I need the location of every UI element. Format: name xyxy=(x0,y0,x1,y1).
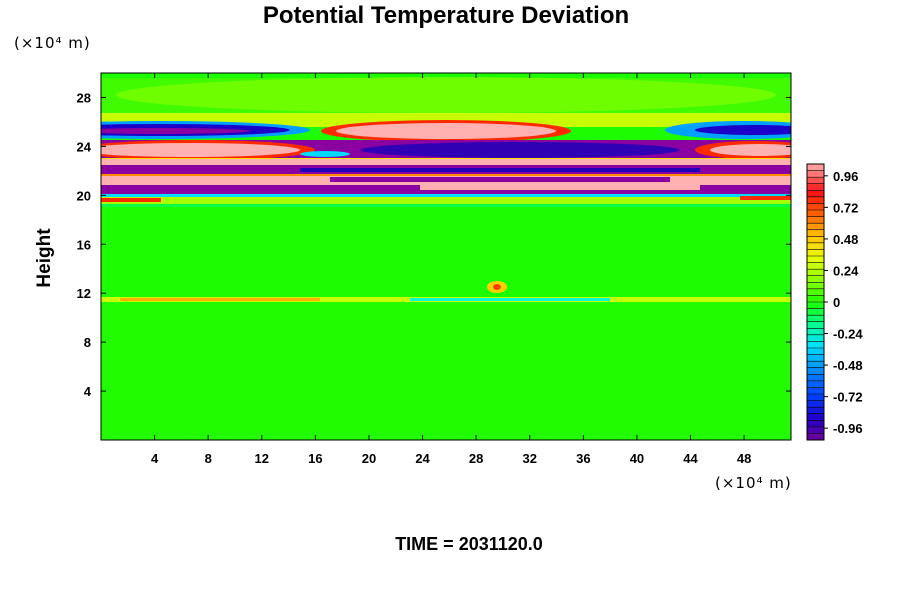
heatmap-field xyxy=(101,73,791,440)
colorbar-tick-label: -0.48 xyxy=(833,358,863,373)
colorbar-swatch xyxy=(807,380,824,388)
y-axis-ticks: 4 8 12 16 20 24 28 xyxy=(77,90,791,399)
x-tick-label: 20 xyxy=(362,451,376,466)
colorbar-tick-label: 0.24 xyxy=(833,263,859,278)
colorbar-swatch xyxy=(807,354,824,362)
colorbar-swatch xyxy=(807,275,824,283)
chart-title: Potential Temperature Deviation xyxy=(263,2,629,29)
y-tick-label: 24 xyxy=(77,139,92,154)
colorbar-swatch xyxy=(807,426,824,434)
x-axis-unit: (×10⁴ m) xyxy=(715,474,792,492)
colorbar-swatch xyxy=(807,223,824,231)
colorbar-swatch xyxy=(807,348,824,356)
colorbar-swatch xyxy=(807,295,824,303)
x-tick-label: 40 xyxy=(630,451,644,466)
colorbar-swatch xyxy=(807,170,824,178)
colorbar-tick-label: 0.72 xyxy=(833,200,858,215)
y-tick-label: 4 xyxy=(84,384,92,399)
colorbar-swatch xyxy=(807,361,824,369)
colorbar-swatch xyxy=(807,328,824,336)
colorbar-tick-label: 0.48 xyxy=(833,232,858,247)
colorbar-swatch xyxy=(807,236,824,244)
colorbar-swatch xyxy=(807,413,824,421)
colorbar-swatch xyxy=(807,282,824,290)
time-label: TIME = 2031120.0 xyxy=(395,534,543,554)
colorbar-swatch xyxy=(807,210,824,218)
colorbar-swatch xyxy=(807,387,824,395)
colorbar-swatch xyxy=(807,400,824,408)
colorbar-swatch xyxy=(807,262,824,270)
x-tick-label: 36 xyxy=(576,451,590,466)
x-tick-label: 44 xyxy=(683,451,698,466)
plot-area-frame xyxy=(100,72,792,441)
colorbar-swatch xyxy=(807,334,824,342)
y-tick-label: 12 xyxy=(77,286,91,301)
y-axis-label: Height xyxy=(34,228,55,288)
colorbar-swatch xyxy=(807,256,824,264)
colorbar-swatch xyxy=(807,407,824,415)
x-tick-label: 12 xyxy=(255,451,269,466)
y-tick-label: 16 xyxy=(77,237,91,252)
x-tick-label: 24 xyxy=(415,451,430,466)
colorbar-tick-label: 0 xyxy=(833,295,840,310)
x-tick-label: 16 xyxy=(308,451,322,466)
colorbar-swatch xyxy=(807,302,824,310)
colorbar-swatch xyxy=(807,242,824,250)
colorbar-swatch xyxy=(807,216,824,224)
x-tick-label: 4 xyxy=(151,451,159,466)
x-tick-label: 8 xyxy=(205,451,212,466)
y-tick-label: 28 xyxy=(77,90,91,105)
colorbar-swatch xyxy=(807,321,824,329)
x-tick-label: 32 xyxy=(523,451,537,466)
x-tick-label: 28 xyxy=(469,451,483,466)
colorbar-swatch xyxy=(807,183,824,191)
y-tick-label: 20 xyxy=(77,188,91,203)
colorbar-tick-label: -0.24 xyxy=(833,327,863,342)
colorbar-swatch xyxy=(807,249,824,257)
colorbar-swatch xyxy=(807,177,824,185)
colorbar-swatch xyxy=(807,164,824,172)
x-axis-ticks: 4 8 12 16 20 24 28 32 36 40 44 48 xyxy=(151,73,751,466)
colorbar-tick-label: -0.72 xyxy=(833,390,863,405)
colorbar-swatch xyxy=(807,367,824,375)
colorbar-swatch xyxy=(807,196,824,204)
x-tick-label: 48 xyxy=(737,451,751,466)
colorbar-swatch xyxy=(807,374,824,382)
colorbar-swatch xyxy=(807,420,824,428)
y-axis-unit: (×10⁴ m) xyxy=(14,34,91,52)
colorbar-swatch xyxy=(807,341,824,349)
colorbar xyxy=(806,163,825,441)
colorbar-swatch xyxy=(807,229,824,237)
colorbar-swatch xyxy=(807,203,824,211)
colorbar-swatch xyxy=(807,315,824,323)
colorbar-swatch xyxy=(807,269,824,277)
colorbar-tick-label: -0.96 xyxy=(833,421,863,436)
colorbar-swatch xyxy=(807,394,824,402)
colorbar-swatch xyxy=(807,288,824,296)
colorbar-ticks: 0.96 0.72 0.48 0.24 0 -0.24 -0.48 -0.72 -0.96 xyxy=(824,169,863,436)
colorbar-tick-label: 0.96 xyxy=(833,169,858,184)
colorbar-swatch xyxy=(807,308,824,316)
colorbar-swatch xyxy=(807,190,824,198)
colorbar-swatch xyxy=(807,433,824,441)
y-tick-label: 8 xyxy=(84,335,91,350)
